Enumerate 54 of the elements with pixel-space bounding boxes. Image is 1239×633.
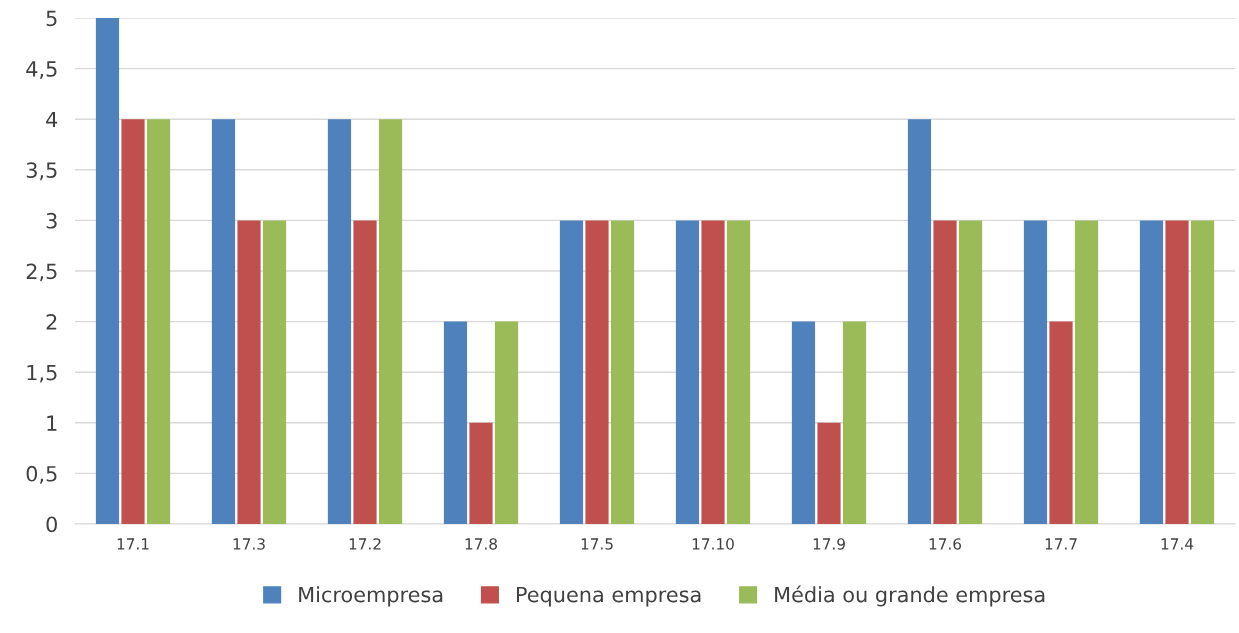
bar [443,321,468,524]
x-tick-label: 17.5 [581,538,613,550]
bar [958,220,983,524]
bar [121,119,145,524]
bar [237,220,261,524]
x-tick-label: 17.6 [929,538,962,550]
y-tick-label: 1 [47,415,57,431]
bar [610,220,635,524]
x-tick-label: 17.4 [1161,538,1194,550]
bar [1165,220,1189,524]
bar [675,220,700,524]
x-tick-label: 17.10 [692,538,734,550]
y-tick-label: 2 [46,314,57,330]
bar [211,119,236,524]
bar [146,119,171,524]
y-tick-label: 3,5 [26,162,57,181]
y-tick-label: 0,5 [26,465,57,484]
bar [469,422,493,524]
x-tick-label: 17.7 [1045,538,1077,550]
x-tick-label: 17.9 [813,538,845,550]
bar [559,220,584,524]
bar [585,220,609,524]
bar [933,220,957,524]
bar [726,220,751,524]
bar [95,18,120,524]
bar [353,220,377,524]
x-tick-label: 17.1 [117,538,149,550]
x-tick-label: 17.3 [233,538,265,550]
bar [907,119,932,524]
x-tick-label: 17.2 [349,538,381,550]
y-tick-label: 5 [46,10,57,27]
bar [791,321,816,524]
y-tick-label: 2,5 [26,263,57,282]
bar [494,321,519,524]
bar [1023,220,1048,524]
y-tick-label: 4 [46,111,58,128]
y-tick-label: 1,5 [27,364,57,383]
bar [842,321,867,524]
legend-label: Pequena empresa [516,586,701,607]
y-tick-label: 3 [46,212,57,229]
bar [1190,220,1215,524]
x-tick-label: 17.8 [465,538,497,550]
y-tick-label: 0 [46,516,57,533]
legend-label: Média ou grande empresa [775,585,1045,607]
bar [262,220,287,524]
bar [378,119,403,524]
y-tick-label: 4,5 [26,61,57,79]
bar [1049,321,1073,524]
bar [327,119,352,524]
bar [1139,220,1164,524]
bar [701,220,725,524]
bar [1074,220,1099,524]
legend-label: Microempresa [299,586,443,607]
bar [817,422,841,524]
